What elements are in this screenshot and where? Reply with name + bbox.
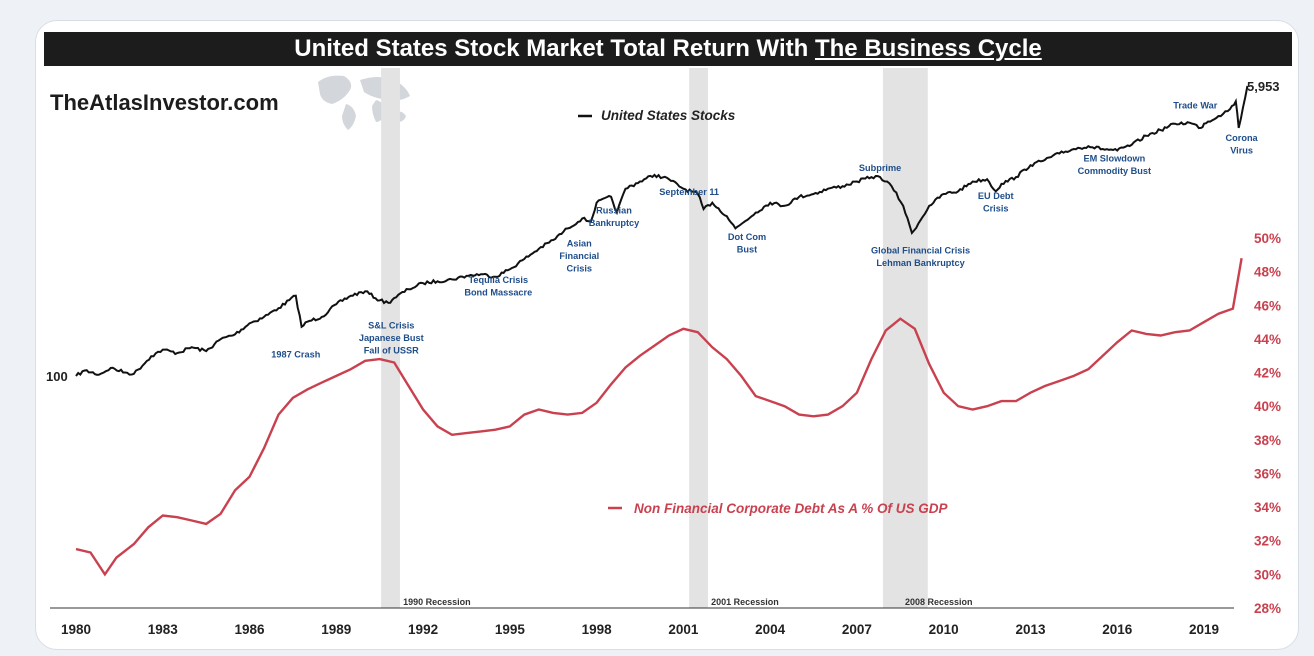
stocks-start-label: 100	[46, 369, 68, 384]
y-tick-label-28: 28%	[1254, 601, 1281, 616]
recession-label-2: 2008 Recession	[905, 597, 973, 607]
x-tick-label-2007: 2007	[842, 622, 872, 637]
x-tick-label-1992: 1992	[408, 622, 438, 637]
x-tick-label-2004: 2004	[755, 622, 786, 637]
x-tick-label-2010: 2010	[929, 622, 959, 637]
annotation-asian: Asian Financial Crisis	[559, 239, 599, 274]
recession-label-0: 1990 Recession	[403, 597, 471, 607]
x-tick-label-1995: 1995	[495, 622, 526, 637]
series-line-debt	[75, 257, 1243, 577]
x-tick-label-1986: 1986	[235, 622, 266, 637]
y-tick-label-36: 36%	[1254, 466, 1281, 481]
x-tick-label-2013: 2013	[1015, 622, 1046, 637]
x-tick-label-2016: 2016	[1102, 622, 1133, 637]
annotation-snl-crisis: S&L Crisis Japanese Bust Fall of USSR	[359, 321, 424, 356]
annotation-subprime: Subprime	[859, 163, 901, 173]
x-tick-label-1989: 1989	[321, 622, 351, 637]
y-tick-label-34: 34%	[1254, 500, 1281, 515]
y-tick-label-50: 50%	[1254, 231, 1281, 246]
chart-card	[35, 20, 1299, 650]
annotation-eudebt: EU Debt Crisis	[978, 191, 1014, 214]
y-tick-label-44: 44%	[1254, 332, 1281, 347]
x-tick-label-1983: 1983	[148, 622, 179, 637]
y-tick-label-48: 48%	[1254, 265, 1281, 280]
brand-logo-text: TheAtlasInvestor.com	[50, 90, 279, 115]
annotation-tequila: Tequila Crisis Bond Massacre	[464, 275, 532, 298]
annotation-dotcom: Dot Com Bust	[728, 232, 766, 255]
annotation-russian: Russian Bankruptcy	[589, 205, 640, 228]
annotation-corona: Corona Virus	[1226, 133, 1259, 156]
y-tick-label-32: 32%	[1254, 534, 1281, 549]
recession-band-1	[689, 68, 708, 608]
y-tick-label-38: 38%	[1254, 433, 1281, 448]
annotation-tradewar: Trade War	[1173, 100, 1218, 110]
annotation-em: EM Slowdown Commodity Bust	[1078, 154, 1152, 177]
x-tick-label-2001: 2001	[668, 622, 699, 637]
x-tick-label-2019: 2019	[1189, 622, 1219, 637]
recession-band-0	[381, 68, 400, 608]
x-tick-label-1980: 1980	[61, 622, 91, 637]
chart-title: United States Stock Market Total Return …	[44, 32, 1292, 66]
recession-band-2	[882, 68, 928, 608]
legend-label-stocks: United States Stocks	[601, 108, 736, 123]
annotation-sept11: September 11	[659, 187, 719, 197]
chart-title-underlined: The Business Cycle	[814, 35, 1042, 62]
recession-label-1: 2001 Recession	[711, 597, 779, 607]
x-tick-label-1998: 1998	[582, 622, 613, 637]
y-tick-label-46: 46%	[1254, 298, 1281, 313]
y-tick-label-30: 30%	[1254, 567, 1281, 582]
legend-label-debt: Non Financial Corporate Debt As A % Of U…	[634, 501, 949, 516]
y-tick-label-40: 40%	[1254, 399, 1281, 414]
stocks-end-label: 5,953	[1247, 79, 1280, 94]
y-tick-label-42: 42%	[1254, 366, 1281, 381]
annotation-1987-crash: 1987 Crash	[271, 349, 320, 359]
annotation-gfc: Global Financial Crisis Lehman Bankruptcy	[871, 246, 970, 268]
series-line-stocks	[75, 85, 1249, 377]
